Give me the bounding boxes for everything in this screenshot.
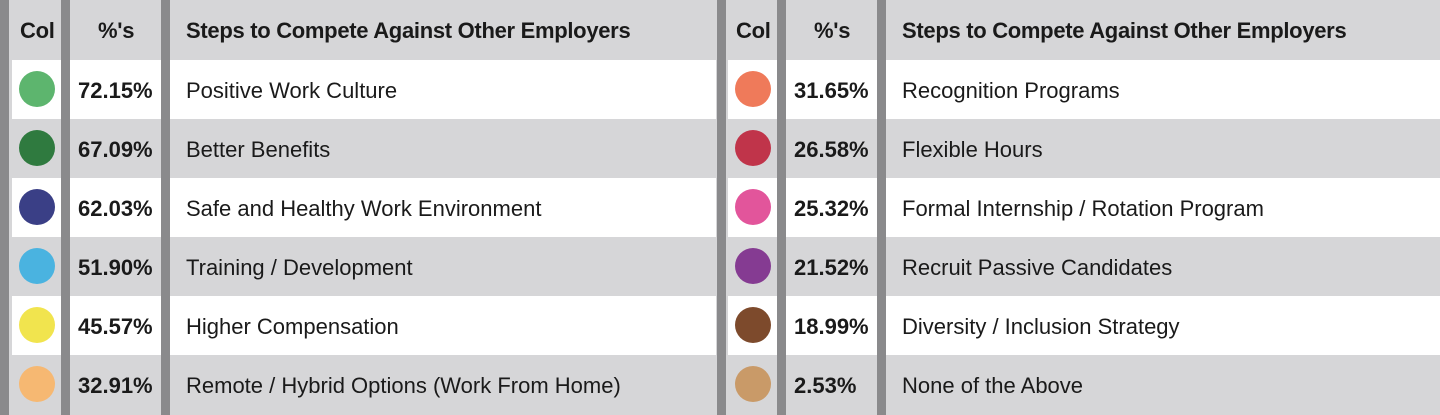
color-swatch <box>19 130 55 166</box>
percent-value: 62.03% <box>78 196 153 221</box>
percent-value: 2.53% <box>794 373 857 398</box>
color-swatch <box>19 248 55 284</box>
table-row: 25.32% Formal Internship / Rotation Progr… <box>728 178 1440 237</box>
table-row: 45.57% Higher Compensation <box>12 296 716 355</box>
color-swatch <box>735 71 771 107</box>
header-steps: Steps to Compete Against Other Employers <box>902 18 1347 43</box>
step-label: Formal Internship / Rotation Program <box>902 196 1264 221</box>
step-label: Better Benefits <box>186 137 331 162</box>
color-swatch <box>735 248 771 284</box>
percent-value: 21.52% <box>794 255 869 280</box>
column-separator <box>877 0 886 415</box>
color-swatch <box>735 366 771 402</box>
percent-value: 51.90% <box>78 255 153 280</box>
header-col: Col <box>20 18 55 43</box>
step-label: None of the Above <box>902 373 1084 398</box>
step-label: Training / Development <box>186 255 413 280</box>
header-col: Col <box>736 18 771 43</box>
step-label: Recognition Programs <box>902 78 1120 103</box>
table-row: 2.53% None of the Above <box>728 355 1440 414</box>
column-separator <box>777 0 786 415</box>
table-row: 51.90% Training / Development <box>12 237 716 296</box>
table-row: 18.99% Diversity / Inclusion Strategy <box>728 296 1440 355</box>
table-row: 67.09% Better Benefits <box>12 119 716 178</box>
percent-value: 31.65% <box>794 78 869 103</box>
header-steps: Steps to Compete Against Other Employers <box>186 18 631 43</box>
color-swatch <box>735 130 771 166</box>
color-swatch <box>19 366 55 402</box>
table-row: 26.58% Flexible Hours <box>728 119 1440 178</box>
percent-value: 26.58% <box>794 137 869 162</box>
left-table: Col %'s Steps to Compete Against Other E… <box>0 0 716 415</box>
table-row: 32.91% Remote / Hybrid Options (Work From… <box>12 355 716 414</box>
left-header-row: Col %'s Steps to Compete Against Other E… <box>12 0 716 60</box>
column-separator <box>717 0 726 415</box>
column-separator <box>61 0 70 415</box>
percent-value: 25.32% <box>794 196 869 221</box>
color-swatch <box>735 189 771 225</box>
color-swatch <box>19 189 55 225</box>
step-label: Higher Compensation <box>186 314 399 339</box>
step-label: Safe and Healthy Work Environment <box>186 196 542 221</box>
color-swatch <box>735 307 771 343</box>
step-label: Recruit Passive Candidates <box>902 255 1173 280</box>
step-label: Positive Work Culture <box>186 78 398 103</box>
table-row: 72.15% Positive Work Culture <box>12 60 716 119</box>
percent-value: 32.91% <box>78 373 153 398</box>
percent-value: 67.09% <box>78 137 153 162</box>
header-pct: %'s <box>98 18 135 43</box>
column-separator <box>161 0 170 415</box>
table-row: 21.52% Recruit Passive Candidates <box>728 237 1440 296</box>
color-swatch <box>19 71 55 107</box>
percent-value: 45.57% <box>78 314 153 339</box>
column-separator <box>0 0 9 415</box>
step-label: Flexible Hours <box>902 137 1043 162</box>
table-row: 62.03% Safe and Healthy Work Environment <box>12 178 716 237</box>
percent-value: 72.15% <box>78 78 153 103</box>
right-header-row: Col %'s Steps to Compete Against Other E… <box>728 0 1440 60</box>
header-pct: %'s <box>814 18 851 43</box>
color-swatch <box>19 307 55 343</box>
step-label: Remote / Hybrid Options (Work From Home) <box>186 373 621 398</box>
right-table: Col %'s Steps to Compete Against Other E… <box>717 0 1440 415</box>
step-label: Diversity / Inclusion Strategy <box>902 314 1180 339</box>
table-row: 31.65% Recognition Programs <box>728 60 1440 119</box>
percent-value: 18.99% <box>794 314 869 339</box>
